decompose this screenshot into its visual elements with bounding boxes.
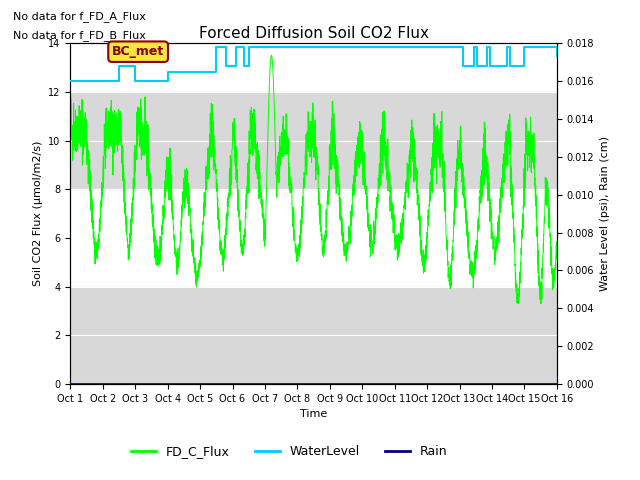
- Y-axis label: Soil CO2 Flux (μmol/m2/s): Soil CO2 Flux (μmol/m2/s): [33, 141, 43, 286]
- Text: BC_met: BC_met: [112, 45, 164, 58]
- Title: Forced Diffusion Soil CO2 Flux: Forced Diffusion Soil CO2 Flux: [198, 25, 429, 41]
- Bar: [70, 92, 557, 189]
- Legend: FD_C_Flux, WaterLevel, Rain: FD_C_Flux, WaterLevel, Rain: [126, 440, 452, 463]
- Y-axis label: Water Level (psi), Rain (cm): Water Level (psi), Rain (cm): [600, 136, 610, 291]
- Bar: [70, 287, 557, 384]
- Text: No data for f_FD_B_Flux: No data for f_FD_B_Flux: [13, 30, 146, 41]
- Text: No data for f_FD_A_Flux: No data for f_FD_A_Flux: [13, 11, 146, 22]
- X-axis label: Time: Time: [300, 409, 327, 419]
